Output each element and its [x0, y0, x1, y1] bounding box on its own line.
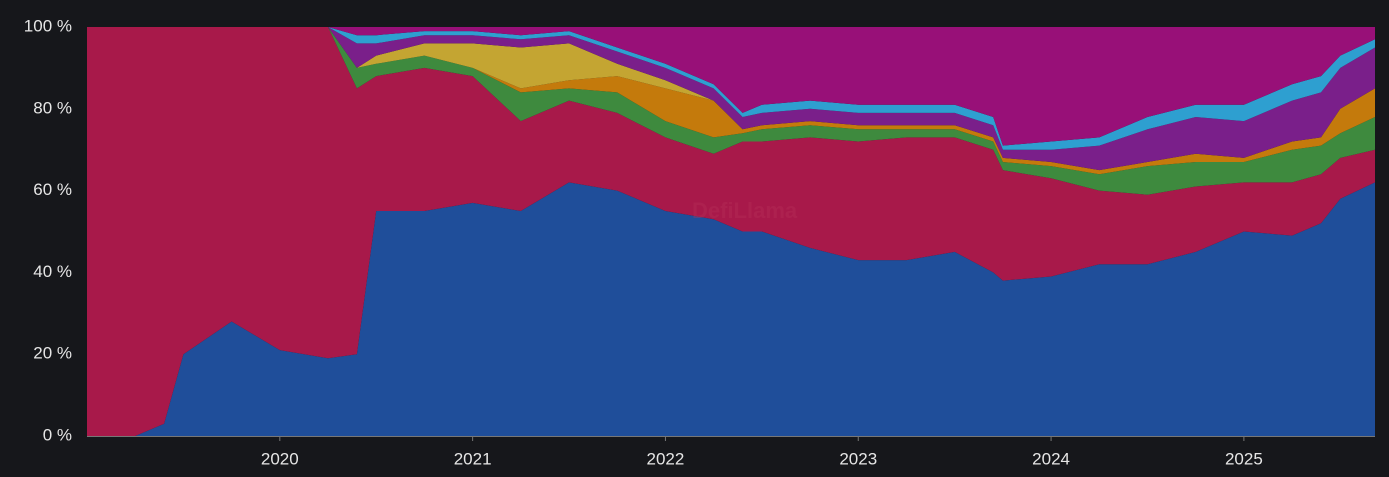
- area: [87, 27, 1375, 436]
- y-tick-label: 0 %: [43, 425, 72, 444]
- area: [87, 27, 1375, 175]
- area: [87, 27, 1375, 146]
- y-tick-label: 80 %: [33, 98, 72, 117]
- y-tick-label: 60 %: [33, 180, 72, 199]
- x-tick-label: 2021: [454, 449, 492, 468]
- area: [87, 27, 1375, 171]
- x-tick-label: 2023: [839, 449, 877, 468]
- area: [87, 182, 1375, 436]
- y-tick-label: 100 %: [24, 16, 72, 35]
- watermark: DefiLlama: [692, 198, 798, 223]
- x-tick-label: 2020: [261, 449, 299, 468]
- area: [87, 27, 1375, 195]
- y-tick-label: 40 %: [33, 262, 72, 281]
- x-tick-label: 2025: [1225, 449, 1263, 468]
- x-tick-label: 2024: [1032, 449, 1070, 468]
- y-tick-label: 20 %: [33, 344, 72, 363]
- x-tick-label: 2022: [647, 449, 685, 468]
